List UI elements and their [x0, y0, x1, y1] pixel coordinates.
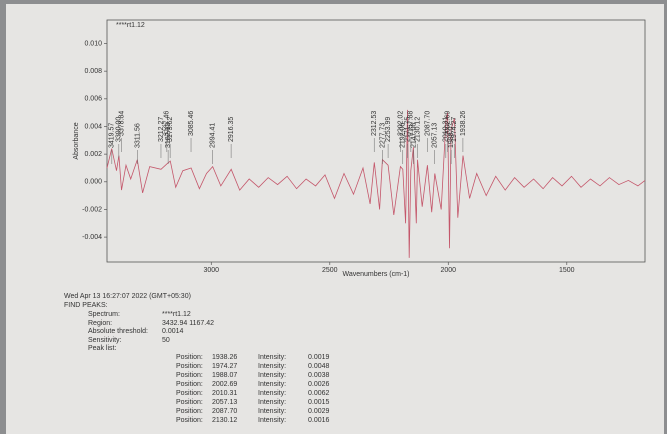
peak-key: Position: [176, 399, 203, 406]
peak-value: 2010.31 [212, 390, 237, 397]
field-value: 0.0014 [162, 328, 183, 335]
field-value: 50 [162, 337, 170, 344]
peak-key: Position: [176, 363, 203, 370]
peak-label: 3378.84 [118, 111, 125, 136]
peak-key: Position: [176, 408, 203, 415]
timestamp: Wed Apr 13 16:27:07 2022 (GMT+05:30) [64, 293, 191, 300]
peak-value: 0.0029 [308, 408, 329, 415]
peak-value: 0.0015 [308, 399, 329, 406]
x-axis-label: Wavenumbers (cm-1) [342, 271, 409, 278]
peak-value: 2057.13 [212, 399, 237, 406]
heading: FIND PEAKS: [64, 302, 108, 309]
field-label: Absolute threshold: [88, 328, 148, 335]
field-label: Region: [88, 320, 112, 327]
field-label: Sensitivity: [88, 337, 121, 344]
peak-key: Position: [176, 417, 203, 424]
field-value: ****rt1.12 [162, 311, 191, 318]
peak-label: 2312.53 [371, 111, 378, 136]
field-label: Peak list: [88, 345, 116, 352]
peak-label: 2916.35 [228, 117, 235, 142]
peak-value: 1938.26 [212, 354, 237, 361]
peak-label: 2994.41 [209, 123, 216, 148]
peak-value: 2087.70 [212, 408, 237, 415]
y-tick-label: 0.004 [84, 123, 102, 130]
field-label: Spectrum: [88, 311, 120, 318]
y-tick-label: -0.004 [82, 234, 102, 241]
peak-value: 0.0019 [308, 354, 329, 361]
peak-label: 1974.27 [451, 117, 458, 142]
peak-key: Intensity: [258, 390, 286, 397]
peak-label: 2130.12 [414, 117, 421, 142]
peak-label: 2087.70 [424, 111, 431, 136]
peak-label: 3311.56 [134, 123, 141, 148]
y-tick-label: 0.006 [84, 96, 102, 103]
peak-value: 0.0026 [308, 381, 329, 388]
peak-label: 1938.26 [460, 111, 467, 136]
y-tick-label: 0.008 [84, 68, 102, 75]
peak-key: Intensity: [258, 417, 286, 424]
peak-key: Position: [176, 381, 203, 388]
plot-frame [107, 20, 645, 262]
x-tick-label: 2500 [322, 267, 338, 274]
peak-value: 1974.27 [212, 363, 237, 370]
peak-key: Intensity: [258, 363, 286, 370]
y-tick-label: 0.000 [84, 179, 102, 186]
y-axis-label: Absorbance [73, 122, 80, 159]
x-tick-label: 1500 [559, 267, 575, 274]
field-value: 3432.94 1167.42 [162, 320, 214, 327]
peak-value: 0.0062 [308, 390, 329, 397]
peak-key: Intensity: [258, 372, 286, 379]
peak-label: 2057.13 [432, 123, 439, 148]
peak-key: Intensity: [258, 408, 286, 415]
peak-value: 0.0048 [308, 363, 329, 370]
peak-label: 3173.62 [167, 117, 174, 142]
x-tick-label: 3000 [203, 267, 219, 274]
chart-title: ****rt1.12 [116, 22, 145, 29]
y-tick-label: 0.010 [84, 40, 102, 47]
y-tick-label: 0.002 [84, 151, 102, 158]
peak-key: Position: [176, 390, 203, 397]
peak-value: 2130.12 [212, 417, 237, 424]
peak-key: Intensity: [258, 399, 286, 406]
chart: ****rt1.12 Wavenumbers (cm-1) Absorbance… [0, 0, 667, 434]
peak-value: 0.0038 [308, 372, 329, 379]
peak-key: Position: [176, 372, 203, 379]
peak-label: 2253.99 [385, 117, 392, 142]
peak-key: Intensity: [258, 354, 286, 361]
peak-key: Intensity: [258, 381, 286, 388]
x-tick-label: 2000 [440, 267, 456, 274]
peak-label: 3085.46 [188, 111, 195, 136]
peak-value: 2002.69 [212, 381, 237, 388]
peak-value: 0.0016 [308, 417, 329, 424]
peak-value: 1988.07 [212, 372, 237, 379]
y-tick-label: -0.002 [82, 206, 102, 213]
peak-key: Position: [176, 354, 203, 361]
peak-label: 3419.57 [109, 123, 116, 148]
